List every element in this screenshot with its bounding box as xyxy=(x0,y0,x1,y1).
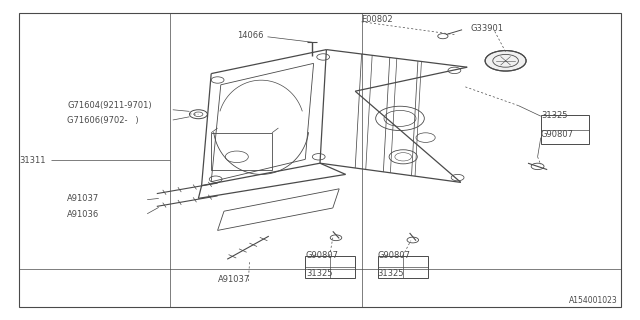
Bar xyxy=(305,256,355,278)
Text: G71604(9211-9701): G71604(9211-9701) xyxy=(67,101,152,110)
Text: 31311: 31311 xyxy=(19,156,45,164)
Text: A91037: A91037 xyxy=(67,194,99,203)
Text: 31325: 31325 xyxy=(378,269,404,278)
Text: 14066: 14066 xyxy=(237,31,263,40)
Text: G33901: G33901 xyxy=(470,24,504,33)
Text: G90807: G90807 xyxy=(541,130,574,139)
Text: 31325: 31325 xyxy=(541,111,567,120)
Text: G71606(9702-   ): G71606(9702- ) xyxy=(67,116,139,124)
Text: G90807: G90807 xyxy=(378,252,411,260)
Bar xyxy=(378,256,428,278)
Text: 31325: 31325 xyxy=(306,269,332,278)
Text: A91037: A91037 xyxy=(218,276,250,284)
Text: E00802: E00802 xyxy=(362,15,393,24)
Text: A91036: A91036 xyxy=(67,210,99,219)
Text: G90807: G90807 xyxy=(306,252,339,260)
Circle shape xyxy=(485,51,526,71)
Text: A154001023: A154001023 xyxy=(569,296,618,305)
Bar xyxy=(541,115,589,144)
